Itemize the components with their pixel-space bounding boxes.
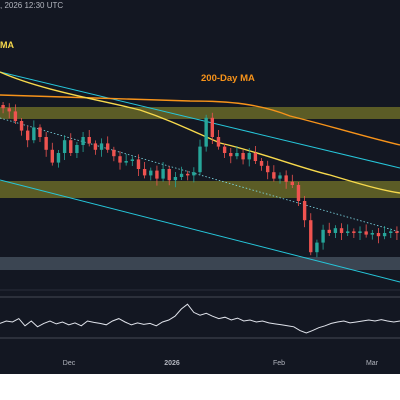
candle-body [112,149,116,157]
candle-body [44,137,48,150]
candle-body [198,146,202,173]
candle-body [364,231,368,235]
candle-body [302,201,307,221]
candle-body [32,127,36,141]
candle-body [259,161,264,166]
candle-body [382,233,387,237]
candle-body [296,185,301,201]
candle-body [389,231,393,233]
candle-body [81,137,85,145]
candle-body [155,170,159,179]
candle-body [278,175,282,179]
candle-body [253,153,258,161]
channel-line-lower [0,179,400,283]
x-tick-label: Dec [62,360,76,367]
candle-body [26,130,30,141]
candle-body [56,153,61,163]
candle-body [124,161,128,163]
candle-body [204,117,208,147]
candle-body [222,146,227,153]
candle-body [1,105,5,109]
candle-body [7,108,11,112]
candle-body [93,143,98,150]
x-tick-label: 2026 [164,360,180,367]
resistance-zone-upper [0,107,400,119]
candle-body [167,169,171,181]
candle-body [235,153,239,157]
chart-panel: , 2026 12:30 UTC MA 200-Day MA Dec 2026 … [0,0,400,374]
candle-body [272,172,276,179]
candle-body [266,165,270,173]
candle-body [333,228,338,233]
x-tick-label: Mar [365,360,379,367]
candle-body [327,229,331,233]
candle-body [173,177,178,181]
candle-body [247,153,251,160]
candle-body [62,140,67,153]
candle-body [13,111,18,121]
candle-body [216,137,221,147]
candle-body [130,159,134,161]
candle-body [149,170,153,176]
candle-body [118,156,122,163]
candle-body [290,181,294,185]
candle-body [186,173,190,176]
candle-body [315,242,319,253]
candle-body [210,117,214,137]
price-chart-svg [0,71,400,339]
candle-body [192,172,196,176]
candle-body [321,229,325,243]
candle-body [339,228,344,233]
candle-body [352,231,356,233]
candle-body [370,233,374,235]
x-tick-label: Feb [272,360,286,367]
candle-body [346,231,350,233]
candle-body [142,169,147,176]
candle-body [284,175,288,182]
candle-body [179,173,184,177]
candle-body [309,220,313,253]
candle-body [136,159,141,169]
candles-group [1,102,399,258]
support-zone-lower [0,257,400,270]
candle-body [241,153,245,160]
ma-200-label: 200-Day MA [201,73,255,84]
ma-50-line [0,71,400,194]
oscillator-line [0,303,400,334]
candle-body [99,143,104,150]
chart-header-date: , 2026 12:30 UTC [0,1,64,10]
candle-body [358,231,362,233]
candle-body [376,233,381,237]
candle-body [38,127,42,137]
candle-body [75,145,79,153]
candle-body [19,121,24,131]
candle-body [87,137,91,144]
candle-body [106,143,110,150]
candle-body [395,231,399,233]
candle-body [69,140,73,153]
candle-body [50,149,54,163]
candle-body [161,169,165,179]
ma-50-label: MA [0,40,14,50]
candle-body [229,153,233,157]
channel-line-upper [0,71,400,169]
ma-200-line [0,94,400,146]
